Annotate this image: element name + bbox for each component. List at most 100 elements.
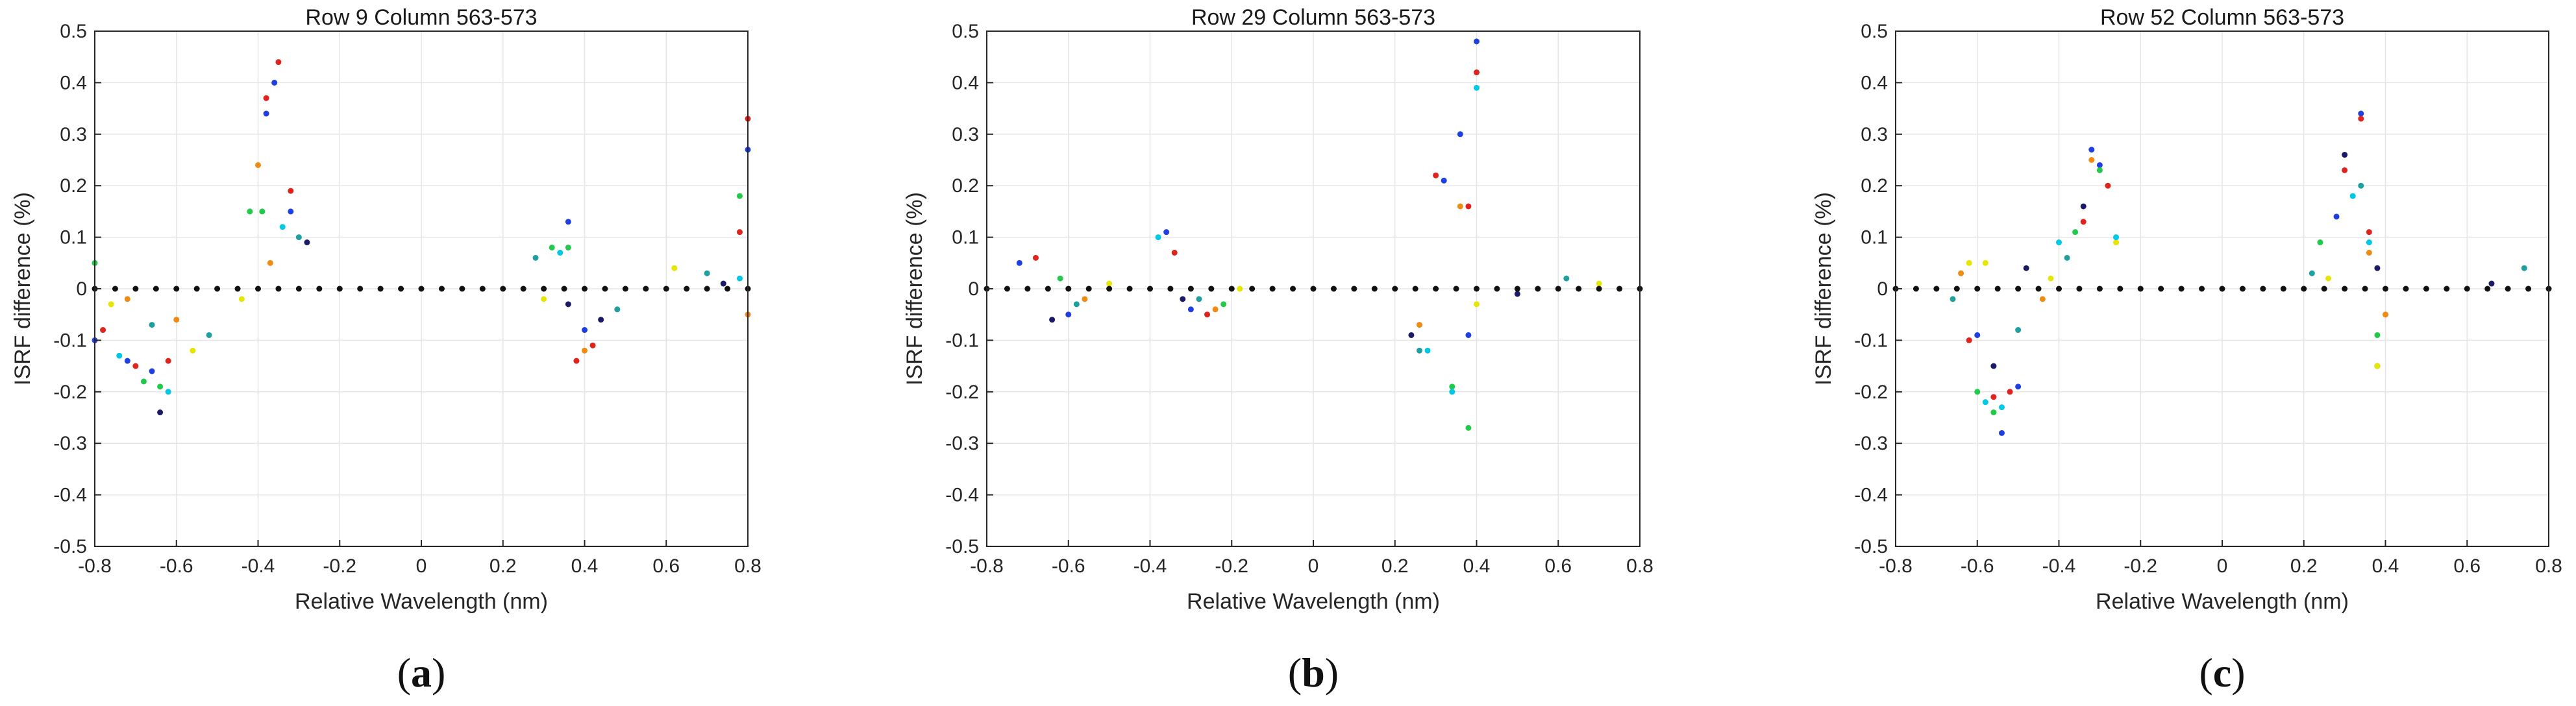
panel-a-point-black (663, 286, 669, 292)
panel-c-point-red (2342, 167, 2348, 173)
panel-c-point-yellow (2374, 363, 2381, 369)
panel-a-point-red (275, 59, 282, 66)
panel-a-point-black (295, 286, 302, 292)
panel-a-point-yellow (190, 347, 196, 354)
panel-c-point-black (1933, 286, 1940, 292)
panel-b-point-red (1433, 172, 1439, 178)
panel-a-point-teal (295, 234, 302, 241)
panel-a-point-blue (263, 110, 269, 117)
panel-c-point-cyan (2366, 239, 2372, 246)
panel-a-point-navy (720, 280, 726, 287)
panel-b-point-orange (1212, 306, 1219, 313)
panel-b-x-axis-label: Relative Wavelength (nm) (1187, 589, 1440, 614)
panel-c-point-orange (2383, 311, 2388, 318)
panel-c-x-tick-label: 0.8 (2535, 555, 2562, 577)
panel-b-point-black (1024, 286, 1031, 292)
panel-a-point-blue (288, 208, 294, 215)
panel-c-point-yellow (2113, 239, 2120, 246)
panel-b-y-tick-label: 0 (968, 278, 979, 300)
panel-c-x-tick-label: 0.4 (2372, 555, 2399, 577)
panel-c-point-black (2444, 286, 2450, 292)
panel-a-point-yellow (541, 296, 547, 302)
panel-a-point-black (541, 286, 547, 292)
panel-a-point-green (736, 193, 743, 199)
panel-a-point-black (520, 286, 526, 292)
panel-c-point-black (2015, 286, 2022, 292)
panel-a-point-orange (255, 162, 261, 168)
panel-c-caption: (c) (2199, 650, 2245, 696)
panel-c-point-black (2219, 286, 2225, 292)
panel-c-point-black (2342, 286, 2348, 292)
panel-a-point-black (724, 286, 731, 292)
panel-b-point-blue (1457, 131, 1463, 138)
panel-c-point-navy (2488, 280, 2495, 287)
panel-b-point-black (1535, 286, 1541, 292)
panel-c-y-tick-label: 0.4 (1861, 72, 1888, 93)
panel-b: -0.8 -0.6 -0.4 -0.2 0 0.2 0.4 0.6 0.8 0.5 0.4 0.3 0.… (902, 5, 1653, 696)
panel-c-y-tick-label: 0.1 (1861, 227, 1888, 249)
panel-c-point-black (2035, 286, 2042, 292)
panel-b-point-black (1126, 286, 1133, 292)
panel-c-point-orange (2039, 296, 2046, 302)
panel-b-point-navy (1049, 317, 1056, 323)
panel-a-point-red (288, 188, 294, 194)
panel-b-point-blue (1187, 306, 1194, 313)
panel-a-point-orange (582, 347, 588, 354)
panel-c-point-teal (1950, 296, 1956, 302)
panel-b-point-black (1065, 286, 1072, 292)
panel-c-point-yellow (1982, 260, 1988, 266)
panel-c-point-blue (2015, 383, 2022, 390)
panel-a-point-red (165, 358, 171, 364)
panel-a-caption: (a) (397, 650, 446, 696)
panel-a-x-tick-label: 0.4 (571, 555, 599, 577)
panel-c-point-black (2096, 286, 2103, 292)
panel-a-caption-letter: a (411, 650, 432, 696)
panel-c-ticks: -0.8 -0.6 -0.4 -0.2 0 0.2 0.4 0.6 0.8 0.5 0.4 0.3 0.… (1854, 21, 2562, 577)
panel-a-point-teal (532, 254, 539, 261)
panel-b-x-tick-label: -0.2 (1215, 555, 1248, 577)
panel-a-point-orange (124, 296, 130, 302)
panel-c-point-black (2260, 286, 2266, 292)
panel-a-point-navy (598, 317, 604, 323)
panel-c-x-tick-label: 0 (2217, 555, 2228, 577)
panel-b-point-black (1474, 286, 1480, 292)
panel-c-point-orange (1958, 270, 1964, 276)
panel-c-point-green (2374, 332, 2381, 338)
panel-a-y-tick-label: 0 (76, 278, 87, 300)
panel-c-y-tick-label: -0.2 (1854, 382, 1888, 403)
panel-c-title: Row 52 Column 563-573 (2100, 5, 2344, 30)
panel-c-point-cyan (1982, 399, 1988, 406)
panel-b-point-navy (1514, 291, 1520, 297)
panel-c-point-black (2199, 286, 2205, 292)
panel-a-point-black (582, 286, 588, 292)
panel-c-point-navy (2342, 152, 2348, 158)
panel-b-markers (984, 38, 1643, 431)
panel-c-point-orange (2366, 249, 2372, 256)
panel-a-point-black (255, 286, 261, 292)
panel-b-point-black (1167, 286, 1174, 292)
panel-b-x-tick-label: -0.4 (1133, 555, 1167, 577)
panel-a-x-tick-label: -0.4 (242, 555, 275, 577)
panel-a-y-tick-label: -0.3 (53, 433, 87, 454)
panel-c-point-black (2076, 286, 2083, 292)
panel-a-point-red (736, 229, 743, 236)
panel-b-point-orange (1416, 322, 1422, 328)
panel-a-x-axis-label: Relative Wavelength (nm) (295, 589, 548, 614)
panel-a-point-navy (157, 409, 164, 416)
panel-c-point-black (2403, 286, 2409, 292)
panel-a-point-blue (124, 358, 130, 364)
panel-b-point-blue (1441, 177, 1447, 184)
panel-a-x-tick-label: 0.8 (734, 555, 762, 577)
panel-b-point-black (1412, 286, 1418, 292)
panel-c-x-tick-label: -0.2 (2124, 555, 2157, 577)
panel-a-point-cyan (116, 352, 123, 359)
panel-c-point-navy (1990, 363, 1997, 369)
panel-b-point-cyan (1474, 84, 1480, 91)
panel-c-x-tick-label: -0.6 (1961, 555, 1994, 577)
panel-c-point-black (2137, 286, 2144, 292)
panel-a-y-tick-label: -0.2 (53, 382, 87, 403)
panel-b-point-black (1596, 286, 1602, 292)
panel-c-point-black (2239, 286, 2246, 292)
panel-c-point-navy (2023, 265, 2029, 271)
